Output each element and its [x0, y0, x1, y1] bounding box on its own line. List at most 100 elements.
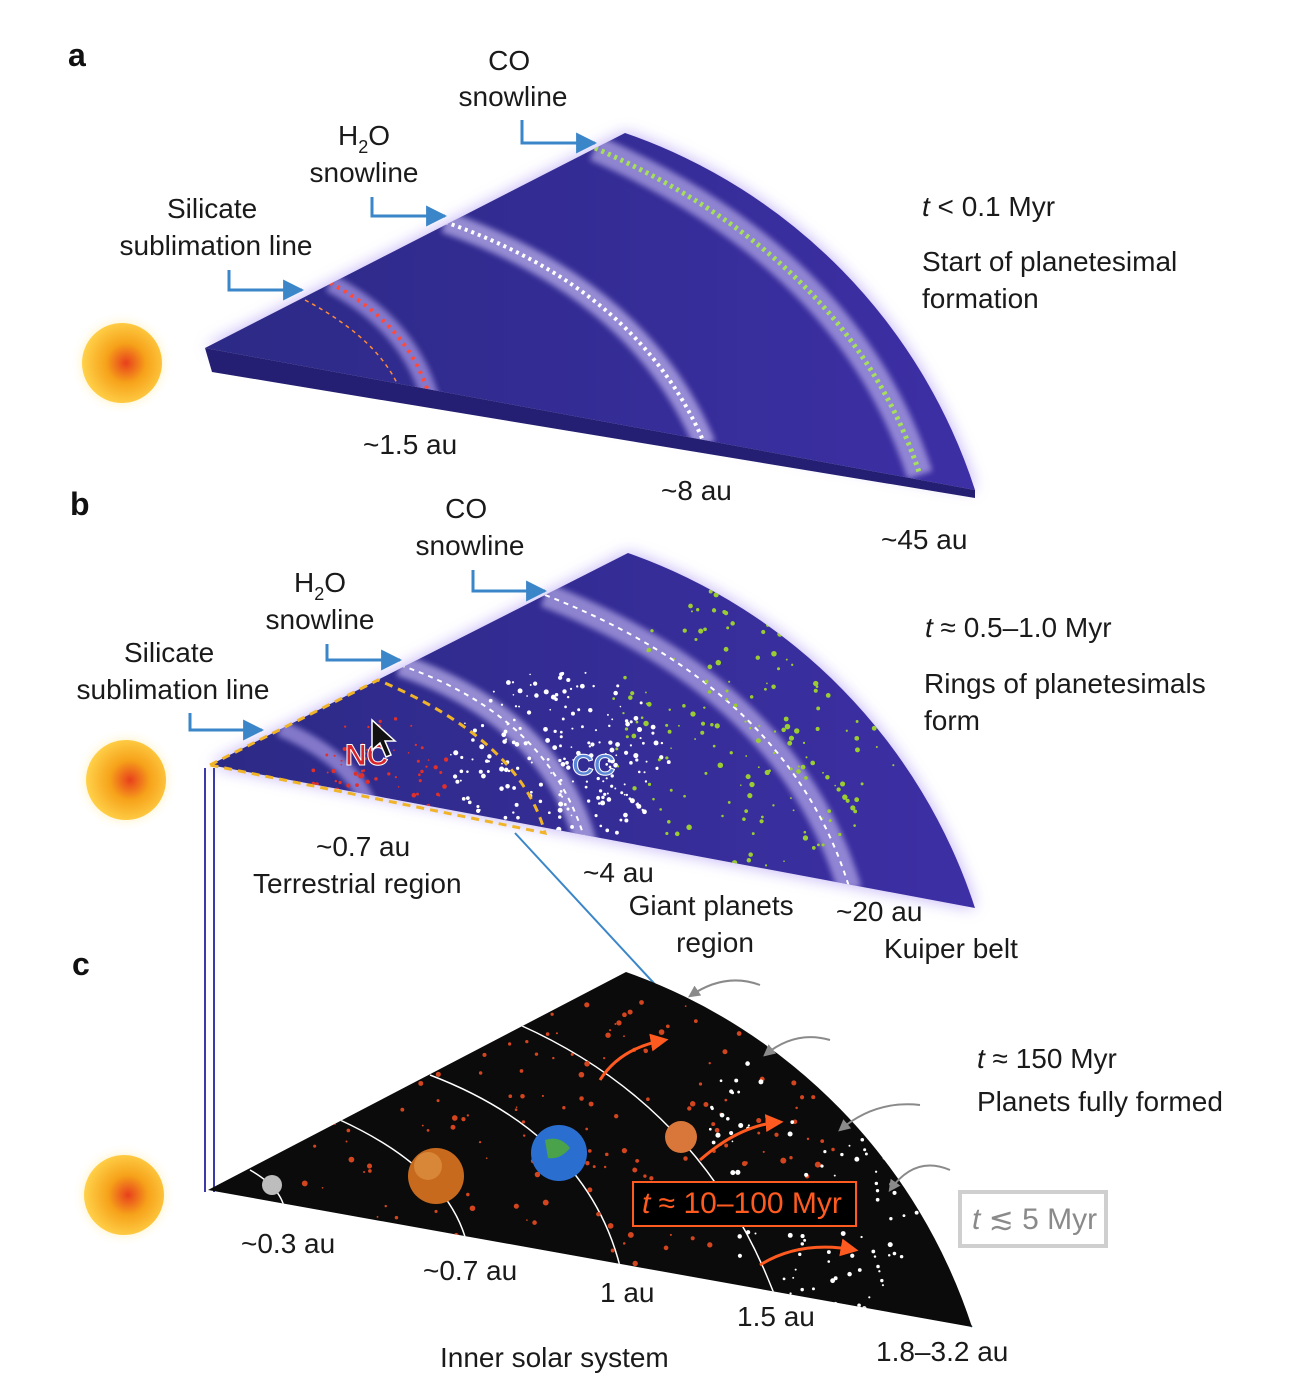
planetesimal-dot-co [805, 756, 808, 759]
planetesimal-dot-nc [437, 794, 441, 797]
planetesimal-dot-co [659, 808, 663, 811]
planetesimal-dot-cc [550, 772, 553, 774]
planetesimal-dot-cc [586, 799, 591, 803]
debris-dot-white [811, 1287, 815, 1291]
planetesimal-dot-co [722, 609, 727, 614]
time-label-a: t < 0.1 Myr [922, 191, 1055, 222]
debris-dot-white [758, 1079, 764, 1085]
planetesimal-dot-co [820, 582, 826, 588]
planetesimal-dot-co [707, 664, 713, 670]
planetesimal-dot-co [817, 843, 820, 847]
planetesimal-dot-cc [559, 730, 563, 734]
planetesimal-dot-nc [416, 759, 420, 763]
planetesimal-dot-cc [559, 735, 563, 739]
planetesimal-dot-cc [486, 770, 490, 773]
debris-dot-white [899, 1115, 903, 1119]
debris-dot-red [587, 1187, 593, 1193]
planetesimal-dot-cc [559, 790, 563, 793]
planetesimal-dot-co [652, 797, 655, 801]
planetesimal-dot-co [665, 723, 669, 727]
debris-dot-white [814, 1069, 819, 1075]
planetesimal-dot-nc [393, 717, 398, 721]
planetesimal-dot-cc [526, 710, 532, 715]
planetesimal-dot-cc [557, 675, 563, 680]
planetesimal-dot-co [630, 691, 635, 696]
debris-dot-red [321, 1186, 324, 1189]
planetesimal-dot-co [787, 633, 792, 638]
planetesimal-dot-co [713, 592, 719, 598]
debris-dot-red [534, 1171, 541, 1178]
planetesimal-dot-cc [533, 681, 538, 686]
debris-dot-white [875, 1197, 880, 1202]
planetesimal-dot-cc [466, 770, 469, 773]
debris-dot-white [890, 1116, 894, 1120]
debris-dot-white [809, 1030, 812, 1033]
debris-dot-red [412, 1010, 418, 1017]
debris-dot-red [350, 1047, 354, 1051]
planetesimal-dot-co [781, 727, 786, 733]
debris-dot-red [513, 1203, 519, 1209]
debris-dot-white [787, 1232, 793, 1238]
debris-dot-white [792, 1043, 794, 1046]
planetesimal-dot-cc [650, 724, 656, 730]
h2o-snowline-label-a-2: snowline [310, 157, 419, 188]
planetesimal-dot-cc [453, 750, 459, 756]
distance-c-1: ~0.3 au [241, 1228, 335, 1259]
planetesimal-dot-co [854, 615, 858, 620]
planetesimal-dot-cc [459, 779, 462, 782]
debris-dot-red [519, 1069, 524, 1073]
debris-dot-white [726, 1117, 730, 1121]
debris-dot-red [510, 1018, 515, 1024]
debris-dot-white [782, 1277, 786, 1281]
debris-dot-red [377, 1038, 380, 1041]
caption-a: Start of planetesimal formation [922, 246, 1185, 314]
debris-dot-white [902, 1214, 906, 1218]
debris-dot-red [787, 1058, 792, 1062]
debris-dot-red [534, 1052, 539, 1056]
planetesimal-dot-nc [410, 724, 413, 727]
planetesimal-dot-nc [370, 815, 375, 820]
planetesimal-dot-cc [610, 774, 614, 778]
debris-dot-white [747, 1124, 750, 1127]
planetesimal-dot-cc [598, 741, 601, 744]
planetesimal-dot-cc [485, 759, 489, 763]
debris-dot-red [526, 1219, 528, 1221]
debris-dot-red [585, 1127, 589, 1131]
co-snowline-label-b: CO snowline [416, 493, 525, 561]
planetesimal-dot-co [739, 784, 742, 787]
planetesimal-dot-cc [558, 793, 562, 797]
planetesimal-dot-co [645, 702, 648, 705]
planetesimal-dot-co [906, 737, 910, 741]
planetesimal-dot-co [813, 680, 819, 687]
debris-dot-white [826, 1250, 831, 1254]
debris-dot-red [736, 1031, 742, 1036]
debris-dot-red [635, 1159, 640, 1163]
planetesimal-dot-co [787, 740, 793, 746]
planetesimal-dot-cc [467, 800, 472, 805]
planetesimal-dot-co [773, 597, 776, 600]
planetesimal-dot-co [878, 706, 883, 711]
planetesimal-dot-co [682, 704, 686, 708]
debris-dot-red [562, 1106, 566, 1110]
debris-dot-white [919, 1145, 925, 1151]
planetesimal-dot-cc [552, 745, 558, 750]
planetesimal-dot-nc [311, 768, 316, 773]
debris-dot-red [669, 1233, 672, 1236]
distance-a-2: ~8 au [661, 475, 732, 506]
planetesimal-dot-cc [471, 738, 475, 742]
planetesimal-dot-co [870, 644, 873, 647]
planetesimal-dot-cc [554, 692, 559, 697]
debris-dot-red [502, 1000, 507, 1005]
planetesimal-dot-co [791, 611, 797, 618]
planetesimal-dot-co [752, 589, 756, 593]
planetesimal-dot-co [646, 649, 650, 653]
planetesimal-dot-nc [411, 806, 416, 811]
planetesimal-dot-cc [605, 763, 609, 766]
planetesimal-dot-nc [328, 791, 333, 796]
planetesimal-dot-nc [407, 752, 410, 754]
planetesimal-dot-cc [506, 680, 511, 685]
planetesimal-dot-co [628, 695, 633, 700]
debris-dot-red [368, 1169, 372, 1173]
planetesimal-dot-co [893, 738, 897, 742]
debris-dot-red [592, 1165, 596, 1169]
